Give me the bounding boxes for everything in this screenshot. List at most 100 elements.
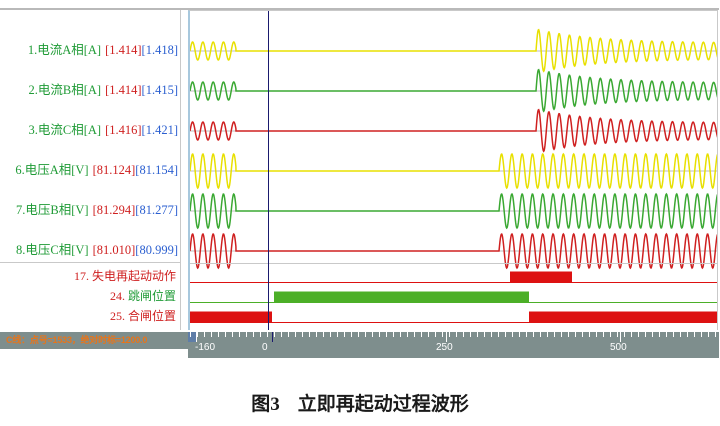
- ruler-minor-tick: [379, 332, 380, 337]
- digital-index: 24.: [109, 289, 125, 303]
- ruler-minor-tick: [407, 332, 408, 337]
- ruler-minor-tick: [316, 332, 317, 337]
- digital-label-row[interactable]: 24. 跳闸位置: [0, 289, 181, 303]
- time-cursor[interactable]: [268, 11, 269, 330]
- ruler-minor-tick: [309, 332, 310, 337]
- figure-caption: 图3 立即再起动过程波形: [0, 389, 720, 416]
- channel-index: 8.: [16, 243, 26, 257]
- ruler-minor-tick: [631, 332, 632, 337]
- ruler-minor-tick: [596, 332, 597, 337]
- digital-label-row[interactable]: 25. 合闸位置: [0, 309, 181, 323]
- ruler-minor-tick: [575, 332, 576, 337]
- ruler-minor-tick: [190, 332, 191, 337]
- ruler-minor-tick: [589, 332, 590, 337]
- ruler-minor-tick: [267, 332, 268, 337]
- ruler-minor-tick: [449, 332, 450, 337]
- digital-name: 失电再起动动作: [91, 269, 176, 283]
- channel-value-secondary: [1.421]: [141, 123, 178, 137]
- ruler-minor-tick: [645, 332, 646, 337]
- channel-value-secondary: [81.154]: [135, 163, 178, 177]
- channel-index: 1.: [27, 43, 38, 57]
- ruler-start-handle[interactable]: [188, 332, 196, 342]
- channel-value-secondary: [1.415]: [141, 83, 178, 97]
- waveform-trace: [190, 192, 717, 230]
- ruler-minor-tick: [393, 332, 394, 337]
- ruler-minor-tick: [456, 332, 457, 337]
- digital-pulse: [510, 271, 572, 283]
- channel-name: 电流A相[A]: [37, 43, 102, 57]
- digital-index: 25.: [109, 309, 125, 323]
- channel-label-panel: 1.电流A相[A] [1.414][1.418] 2.电流B相[A] [1.414][…: [0, 10, 181, 330]
- channel-label-row[interactable]: 7.电压B相[V] [81.294][81.277]: [0, 202, 181, 218]
- channel-name: 电流C相[A]: [37, 123, 102, 137]
- digital-name: 跳闸位置: [127, 289, 176, 303]
- digital-name: 合闸位置: [127, 309, 176, 323]
- ruler-minor-tick: [232, 332, 233, 337]
- ruler-minor-tick: [302, 332, 303, 337]
- ruler-minor-tick: [477, 332, 478, 337]
- ruler-minor-tick: [372, 332, 373, 337]
- waveform-trace: [190, 152, 717, 190]
- ruler-minor-tick: [652, 332, 653, 337]
- digital-pulse: [274, 291, 529, 303]
- ruler-minor-tick: [547, 332, 548, 337]
- channel-label-row[interactable]: 2.电流B相[A] [1.414][1.415]: [0, 82, 181, 98]
- digital-pulse: [529, 311, 717, 323]
- ruler-minor-tick: [659, 332, 660, 337]
- ruler-minor-tick: [274, 332, 275, 337]
- ruler-minor-tick: [358, 332, 359, 337]
- ruler-minor-tick: [400, 332, 401, 337]
- channel-value-secondary: [81.277]: [135, 203, 178, 217]
- ruler-minor-tick: [484, 332, 485, 337]
- channel-name: 电压C相[V]: [25, 243, 89, 257]
- ruler-minor-tick: [498, 332, 499, 337]
- ruler-tick-label: -160: [195, 342, 216, 353]
- ruler-minor-tick: [386, 332, 387, 337]
- channel-label-row[interactable]: 6.电压A相[V] [81.124][81.154]: [0, 162, 181, 178]
- ruler-minor-tick: [414, 332, 415, 337]
- ruler-minor-tick: [582, 332, 583, 337]
- plot-wrapper: [182, 10, 719, 330]
- channel-label-row[interactable]: 8.电压C相[V] [81.010][80.999]: [0, 242, 181, 258]
- channel-value-primary: [1.414]: [105, 83, 142, 97]
- ruler-minor-tick: [260, 332, 261, 337]
- channel-value-primary: [1.416]: [105, 123, 142, 137]
- waveform-canvas: [190, 28, 717, 323]
- channel-name: 电压B相[V]: [25, 203, 89, 217]
- ruler-minor-tick: [708, 332, 709, 337]
- ruler-minor-tick: [225, 332, 226, 337]
- waveform-plot[interactable]: [188, 10, 718, 330]
- ruler-minor-tick: [701, 332, 702, 337]
- ruler-minor-tick: [295, 332, 296, 337]
- ruler-minor-tick: [694, 332, 695, 337]
- waveform-trace: [190, 232, 717, 270]
- ruler-minor-tick: [435, 332, 436, 337]
- recorder-frame: [0, 8, 719, 331]
- ruler-minor-tick: [246, 332, 247, 337]
- ruler-minor-tick: [330, 332, 331, 337]
- ruler-minor-tick: [512, 332, 513, 337]
- ruler-minor-tick: [491, 332, 492, 337]
- ruler-minor-tick: [421, 332, 422, 337]
- ruler-minor-tick: [470, 332, 471, 337]
- time-ruler[interactable]: -1600250500750: [188, 332, 719, 358]
- channel-name: 电压A相[V]: [24, 163, 89, 177]
- ruler-minor-tick: [624, 332, 625, 337]
- ruler-minor-tick: [561, 332, 562, 337]
- digital-label-row[interactable]: 17. 失电再起动动作: [0, 269, 181, 283]
- channel-label-row[interactable]: 1.电流A相[A] [1.414][1.418]: [0, 42, 181, 58]
- ruler-tick-label: 500: [610, 342, 627, 353]
- ruler-major-tick: [446, 332, 447, 342]
- ruler-minor-tick: [715, 332, 716, 337]
- ruler-minor-tick: [617, 332, 618, 337]
- ruler-minor-tick: [337, 332, 338, 337]
- channel-value-secondary: [1.418]: [141, 43, 178, 57]
- ruler-minor-tick: [610, 332, 611, 337]
- channel-index: 6.: [15, 163, 25, 177]
- ruler-minor-tick: [204, 332, 205, 337]
- ruler-minor-tick: [526, 332, 527, 337]
- channel-label-row[interactable]: 3.电流C相[A] [1.416][1.421]: [0, 122, 181, 138]
- ruler-minor-tick: [687, 332, 688, 337]
- digital-pulse: [190, 311, 272, 323]
